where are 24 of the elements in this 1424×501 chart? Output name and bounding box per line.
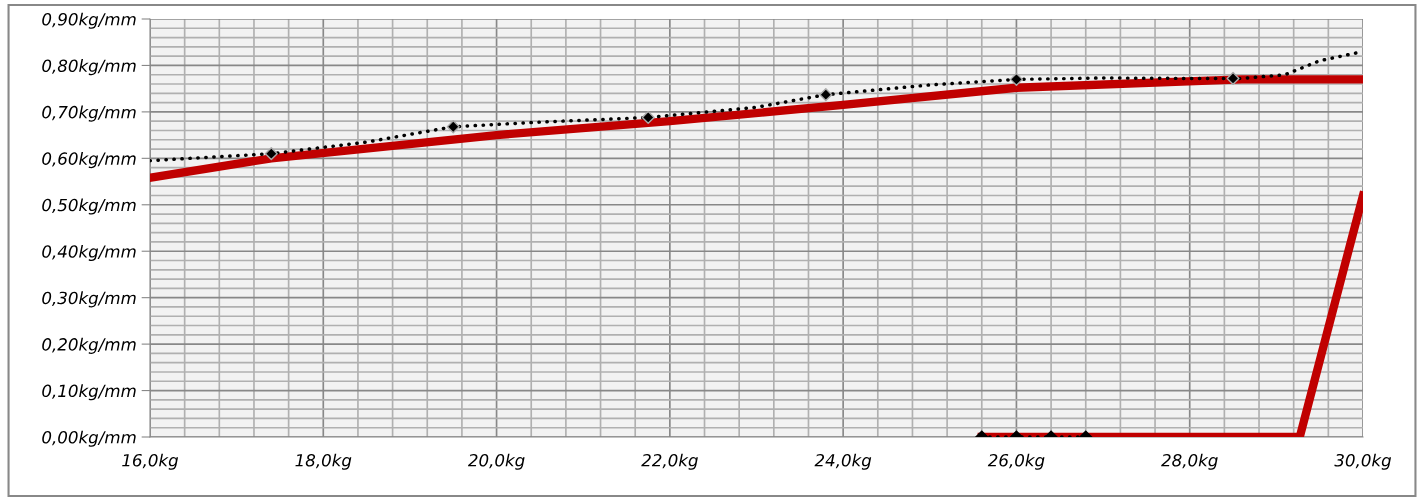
point	[1009, 72, 1024, 86]
point	[264, 147, 278, 161]
y-tick-label: 0,30kg/mm	[42, 291, 136, 308]
y-tick-label: 0,90kg/mm	[42, 12, 136, 29]
point	[641, 110, 655, 125]
x-tick-label: 22,0kg	[641, 453, 698, 470]
y-tick-label: 0,50kg/mm	[42, 198, 136, 215]
x-tick-label: 18,0kg	[295, 453, 352, 470]
y-tick-label: 0,20kg/mm	[42, 337, 136, 354]
x-tick-label: 20,0kg	[467, 453, 525, 470]
point	[819, 88, 833, 102]
y-tick-label: 0,10kg/mm	[42, 384, 136, 401]
x-tick-label: 28,0kg	[1161, 453, 1218, 470]
x-tick-label: 16,0kg	[122, 453, 179, 470]
point	[1226, 71, 1240, 86]
x-tick-label: 30,0kg	[1334, 453, 1392, 470]
y-tick-label: 0,00kg/mm	[42, 430, 136, 447]
x-tick-label: 26,0kg	[987, 453, 1045, 470]
point	[446, 120, 460, 134]
y-tick-label: 0,60kg/mm	[42, 152, 136, 169]
y-tick-label: 0,70kg/mm	[42, 105, 136, 122]
y-tick-label: 0,80kg/mm	[42, 59, 136, 76]
x-tick-label: 24,0kg	[814, 453, 872, 470]
y-tick-label: 0,40kg/mm	[42, 244, 136, 262]
